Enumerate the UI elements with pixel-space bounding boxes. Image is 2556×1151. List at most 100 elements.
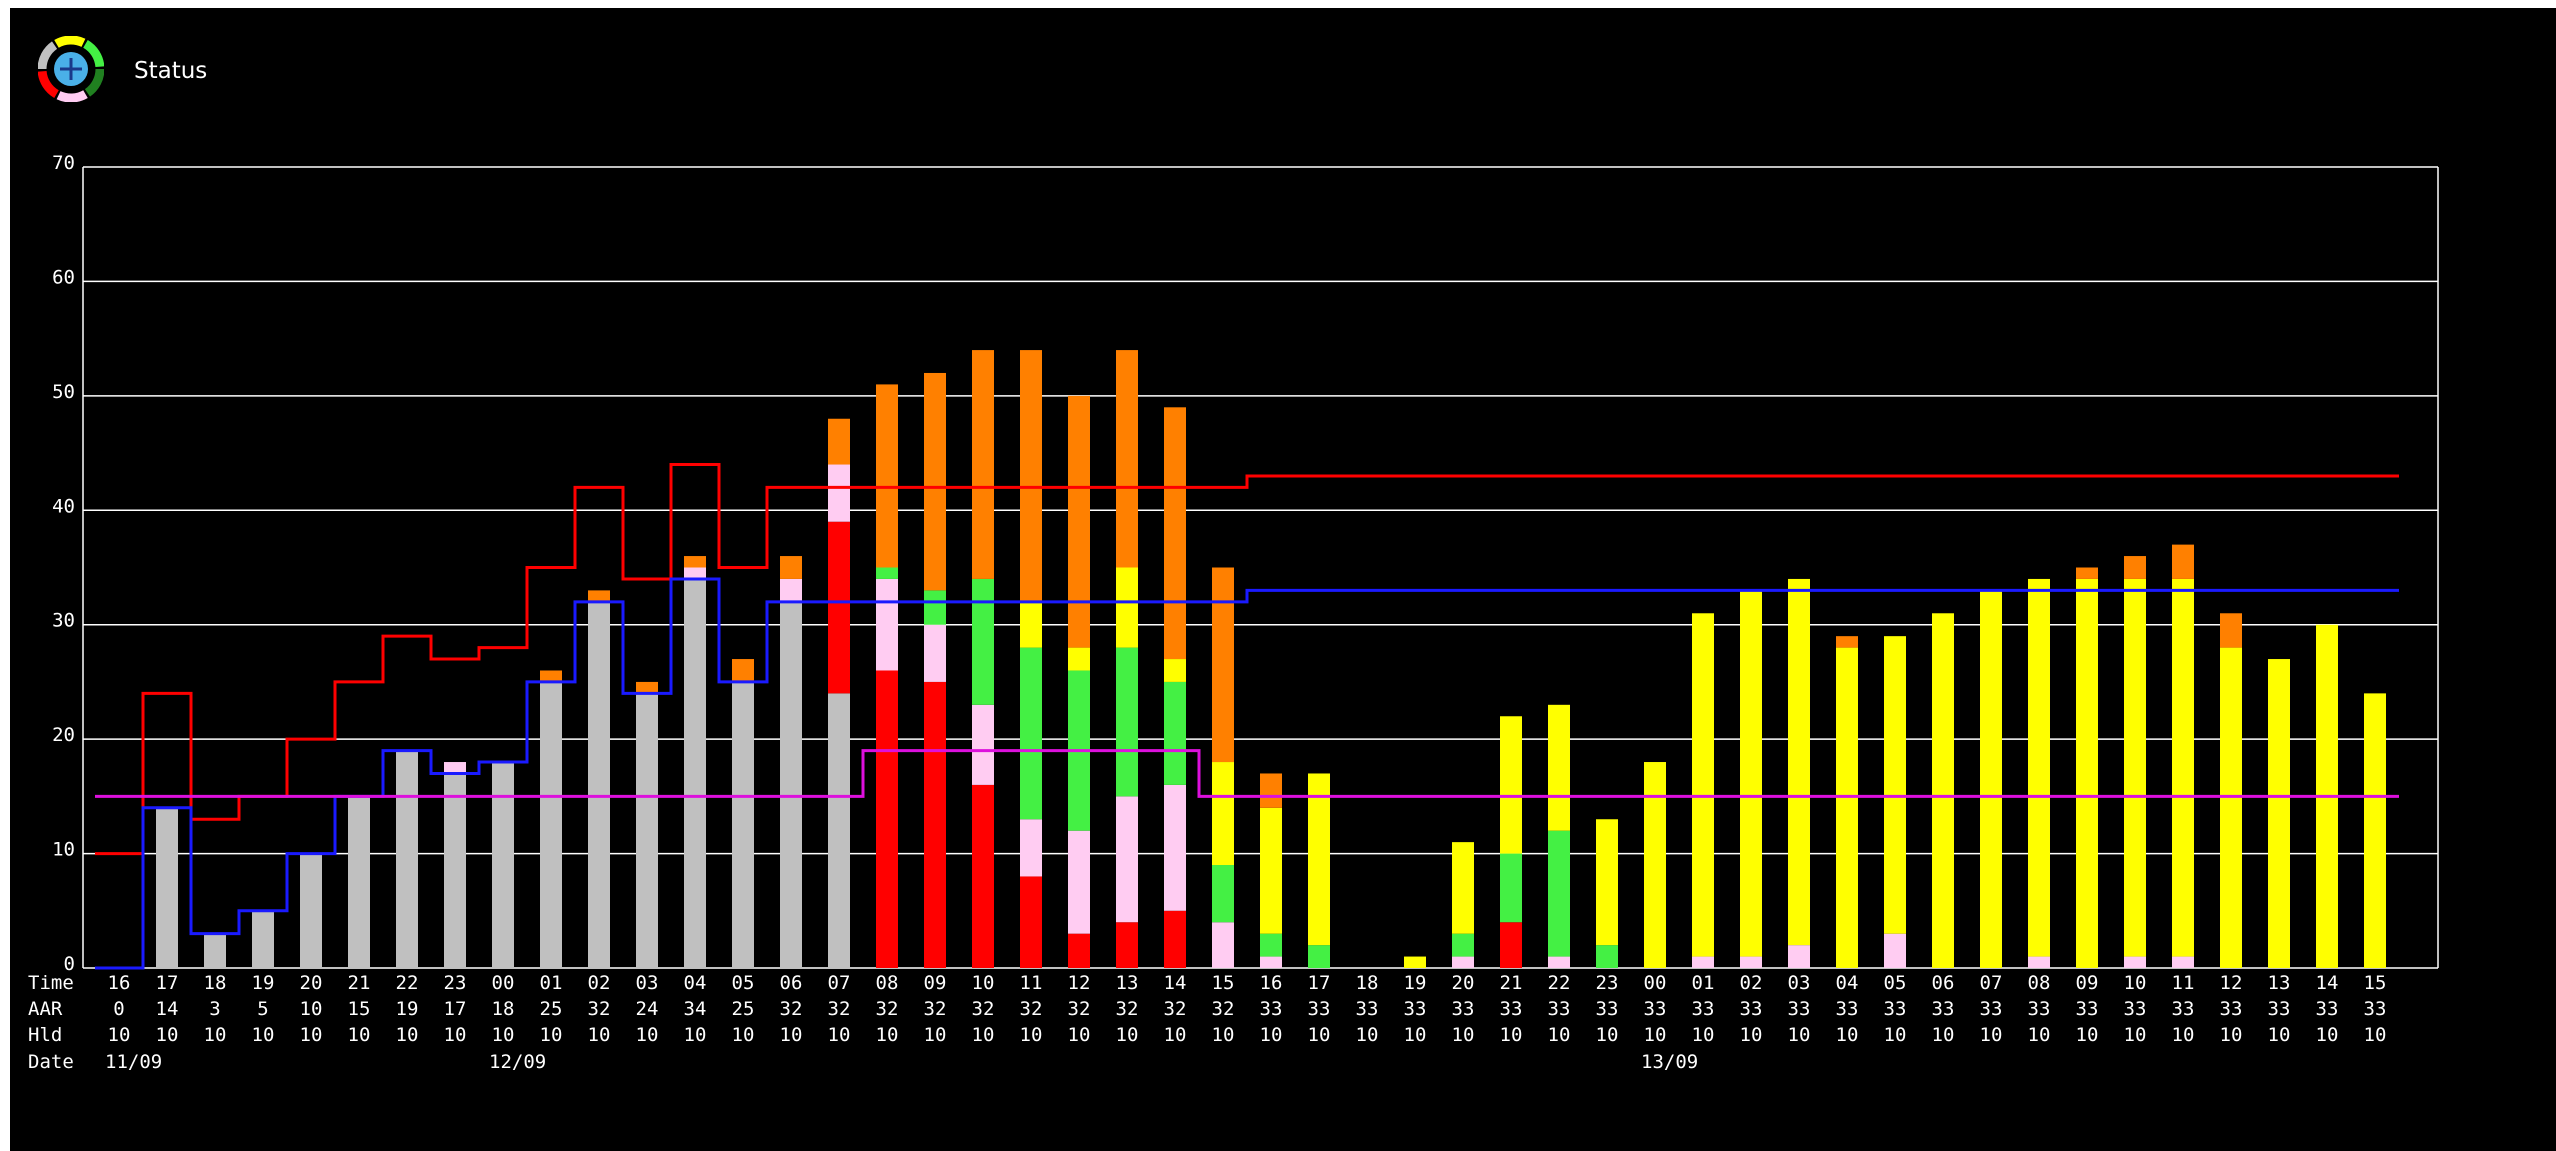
bar-segment-grey xyxy=(348,796,370,968)
table-cell: 17 xyxy=(156,972,179,994)
y-tick-label: 20 xyxy=(52,724,75,746)
bar-segment-orange xyxy=(876,384,898,568)
bar-segment-yellow xyxy=(2124,578,2146,957)
table-cell: 13 xyxy=(2268,972,2291,994)
bar-segment-orange xyxy=(1068,395,1090,648)
table-cell: 23 xyxy=(1596,972,1619,994)
table-cell: 10 xyxy=(108,1024,131,1046)
table-cell: 10 xyxy=(204,1024,227,1046)
table-cell: 21 xyxy=(1500,972,1523,994)
bar-segment-pink xyxy=(1212,922,1234,968)
table-cell: 10 xyxy=(588,1024,611,1046)
step-line-line_blue xyxy=(95,577,2399,970)
table-cell: 06 xyxy=(1932,972,1955,994)
table-cell: 32 xyxy=(780,998,803,1020)
table-cell: 10 xyxy=(540,1024,563,1046)
y-tick-label: 0 xyxy=(64,953,75,975)
bar-segment-yellow xyxy=(1692,613,1714,957)
table-cell: 10 xyxy=(780,1024,803,1046)
table-cell: 34 xyxy=(684,998,707,1020)
table-cell: 10 xyxy=(684,1024,707,1046)
bar-segment-orange xyxy=(2172,544,2194,579)
table-cell: 14 xyxy=(1164,972,1187,994)
table-cell: 11 xyxy=(1020,972,1043,994)
table-cell: 10 xyxy=(1596,1024,1619,1046)
table-cell: 32 xyxy=(1212,998,1235,1020)
table-cell: 5 xyxy=(257,998,268,1020)
bar-segment-pink xyxy=(1740,956,1762,968)
bar-segment-grey xyxy=(684,578,706,968)
table-cell: 10 xyxy=(1644,1024,1667,1046)
bar-segment-yellow xyxy=(2268,659,2290,968)
table-cell: 33 xyxy=(1500,998,1523,1020)
table-cell: 10 xyxy=(252,1024,275,1046)
table-cell: 09 xyxy=(924,972,947,994)
table-cell: 10 xyxy=(1020,1024,1043,1046)
table-cell: 10 xyxy=(1164,1024,1187,1046)
bar-segment-orange xyxy=(2124,556,2146,579)
table-cell: 12 xyxy=(2220,972,2243,994)
bar-segment-pink xyxy=(444,762,466,774)
bar-segment-green xyxy=(1596,945,1618,968)
table-cell: 33 xyxy=(1884,998,1907,1020)
table-cell: 10 xyxy=(972,1024,995,1046)
table-cell: 22 xyxy=(396,972,419,994)
bar-segment-green xyxy=(1452,933,1474,957)
row-label: AAR xyxy=(28,998,63,1020)
table-cell: 10 xyxy=(1116,1024,1139,1046)
table-cell: 33 xyxy=(1644,998,1667,1020)
bar-segment-yellow xyxy=(1308,773,1330,946)
table-cell: 10 xyxy=(732,1024,755,1046)
table-cell: 3 xyxy=(209,998,220,1020)
table-cell: 33 xyxy=(2316,998,2339,1020)
table-cell: 19 xyxy=(396,998,419,1020)
table-cell: 10 xyxy=(1068,1024,1091,1046)
table-cell: 32 xyxy=(1164,998,1187,1020)
bar-segment-pink xyxy=(2028,956,2050,968)
table-cell: 23 xyxy=(444,972,467,994)
bar-segment-orange xyxy=(588,590,610,602)
bar-segment-yellow xyxy=(1884,636,1906,934)
y-tick-label: 40 xyxy=(52,495,75,517)
date-label: 13/09 xyxy=(1641,1051,1698,1073)
bar-segment-grey xyxy=(588,601,610,968)
table-cell: 16 xyxy=(1260,972,1283,994)
bar-segment-green xyxy=(876,567,898,579)
bar-segment-orange xyxy=(2076,567,2098,579)
bar-segment-yellow xyxy=(1020,601,1042,648)
table-cell: 10 xyxy=(1836,1024,1859,1046)
table-cell: 32 xyxy=(828,998,851,1020)
table-cell: 33 xyxy=(1260,998,1283,1020)
bar-segment-yellow xyxy=(1404,956,1426,968)
bar-segment-orange xyxy=(1116,350,1138,568)
table-cell: 01 xyxy=(1692,972,1715,994)
table-cell: 33 xyxy=(1452,998,1475,1020)
bar-segment-pink xyxy=(924,624,946,682)
bar-segment-grey xyxy=(780,601,802,968)
y-tick-label: 30 xyxy=(52,610,75,632)
bar-segment-red xyxy=(876,670,898,968)
table-cell: 03 xyxy=(636,972,659,994)
table-cell: 07 xyxy=(1980,972,2003,994)
table-cell: 10 xyxy=(924,1024,947,1046)
status-wheel-icon[interactable] xyxy=(38,36,104,102)
bar-segment-grey xyxy=(444,773,466,968)
step-line-line_red xyxy=(95,463,2399,856)
table-cell: 10 xyxy=(2124,1024,2147,1046)
table-cell: 0 xyxy=(113,998,124,1020)
table-cell: 13 xyxy=(1116,972,1139,994)
bar-segment-green xyxy=(1500,853,1522,923)
bar-segment-green xyxy=(1548,830,1570,957)
table-cell: 10 xyxy=(492,1024,515,1046)
bar-segment-grey xyxy=(636,693,658,968)
table-cell: 10 xyxy=(1740,1024,1763,1046)
table-cell: 25 xyxy=(732,998,755,1020)
table-cell: 10 xyxy=(1548,1024,1571,1046)
table-cell: 10 xyxy=(300,1024,323,1046)
bar-segment-red xyxy=(1500,922,1522,968)
table-cell: 10 xyxy=(2172,1024,2195,1046)
bar-segment-yellow xyxy=(1068,647,1090,671)
bar-segment-pink xyxy=(1116,796,1138,923)
table-cell: 33 xyxy=(1356,998,1379,1020)
table-cell: 16 xyxy=(108,972,131,994)
